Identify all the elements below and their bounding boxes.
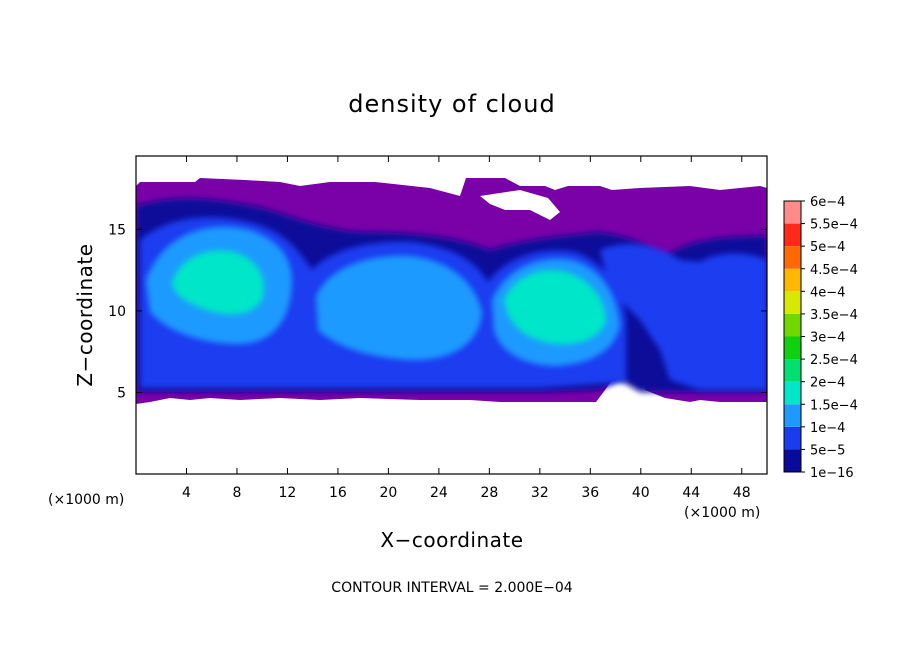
x-axis-label: X−coordinate bbox=[380, 528, 523, 552]
colorbar-swatch bbox=[784, 381, 801, 405]
colorbar-swatch bbox=[784, 336, 801, 360]
y-tick-label: 5 bbox=[117, 385, 126, 401]
plot-frame bbox=[135, 155, 768, 475]
colorbar-label: 3.5e−4 bbox=[810, 308, 858, 323]
colorbar-label: 5e−5 bbox=[810, 443, 845, 458]
colorbar-swatch bbox=[784, 291, 801, 314]
x-tick-label: 20 bbox=[379, 485, 397, 501]
colorbar-swatch bbox=[784, 201, 801, 224]
x-tick-label: 32 bbox=[531, 485, 549, 501]
colorbar-label: 4e−4 bbox=[810, 285, 845, 300]
x-tick-label: 4 bbox=[182, 485, 191, 501]
colorbar-label: 1.5e−4 bbox=[810, 398, 858, 413]
colorbar-swatch bbox=[784, 449, 801, 472]
colorbar-label: 2e−4 bbox=[810, 376, 845, 391]
y-axis-ticks: 5 10 15 bbox=[108, 222, 767, 401]
colorbar-label: 5.5e−4 bbox=[810, 218, 858, 233]
colorbar-label: 6e−4 bbox=[810, 195, 845, 210]
x-tick-label: 24 bbox=[430, 485, 448, 501]
y-axis-label: Z−coordinate bbox=[73, 243, 97, 386]
y-tick-label: 15 bbox=[108, 222, 126, 238]
contour-interval-note: CONTOUR INTERVAL = 2.000E−04 bbox=[331, 580, 572, 596]
clear-gap-upper bbox=[480, 190, 560, 220]
colorbar-swatch bbox=[784, 223, 801, 247]
colorbar-swatch bbox=[784, 246, 801, 269]
colorbar-label: 5e−4 bbox=[810, 240, 845, 255]
colorbar-swatch bbox=[784, 359, 801, 382]
colorbar-label: 1e−4 bbox=[810, 421, 845, 436]
colorbar-swatch bbox=[784, 404, 801, 427]
x-unit-left: (×1000 m) bbox=[48, 492, 124, 508]
x-tick-label: 40 bbox=[632, 485, 650, 501]
colorbar-swatch bbox=[784, 313, 801, 337]
x-tick-label: 36 bbox=[581, 485, 599, 501]
colorbar-swatch bbox=[784, 426, 801, 450]
x-tick-label: 28 bbox=[480, 485, 498, 501]
x-unit-right: (×1000 m) bbox=[684, 505, 760, 521]
y-tick-label: 10 bbox=[108, 304, 126, 320]
plot-area bbox=[136, 156, 767, 474]
chart-title: density of cloud bbox=[348, 90, 555, 118]
colorbar-label: 2.5e−4 bbox=[810, 353, 858, 368]
x-tick-label: 12 bbox=[279, 485, 297, 501]
colorbar-swatch bbox=[784, 268, 801, 292]
colorbar: 1e−16 5e−5 1e−4 1.5e−4 2e−4 2.5e−4 3e−4 3.5e−4 4… bbox=[783, 195, 858, 481]
colorbar-label: 3e−4 bbox=[810, 331, 845, 346]
x-tick-label: 48 bbox=[733, 485, 751, 501]
x-tick-label: 8 bbox=[232, 485, 241, 501]
colorbar-label: 4.5e−4 bbox=[810, 263, 858, 278]
level-cyan bbox=[172, 250, 606, 345]
x-tick-label: 16 bbox=[329, 485, 347, 501]
colorbar-label: 1e−16 bbox=[810, 466, 854, 481]
x-tick-label: 44 bbox=[682, 485, 700, 501]
x-axis-ticks: 4 8 12 16 20 24 28 32 36 40 44 48 bbox=[182, 156, 751, 501]
